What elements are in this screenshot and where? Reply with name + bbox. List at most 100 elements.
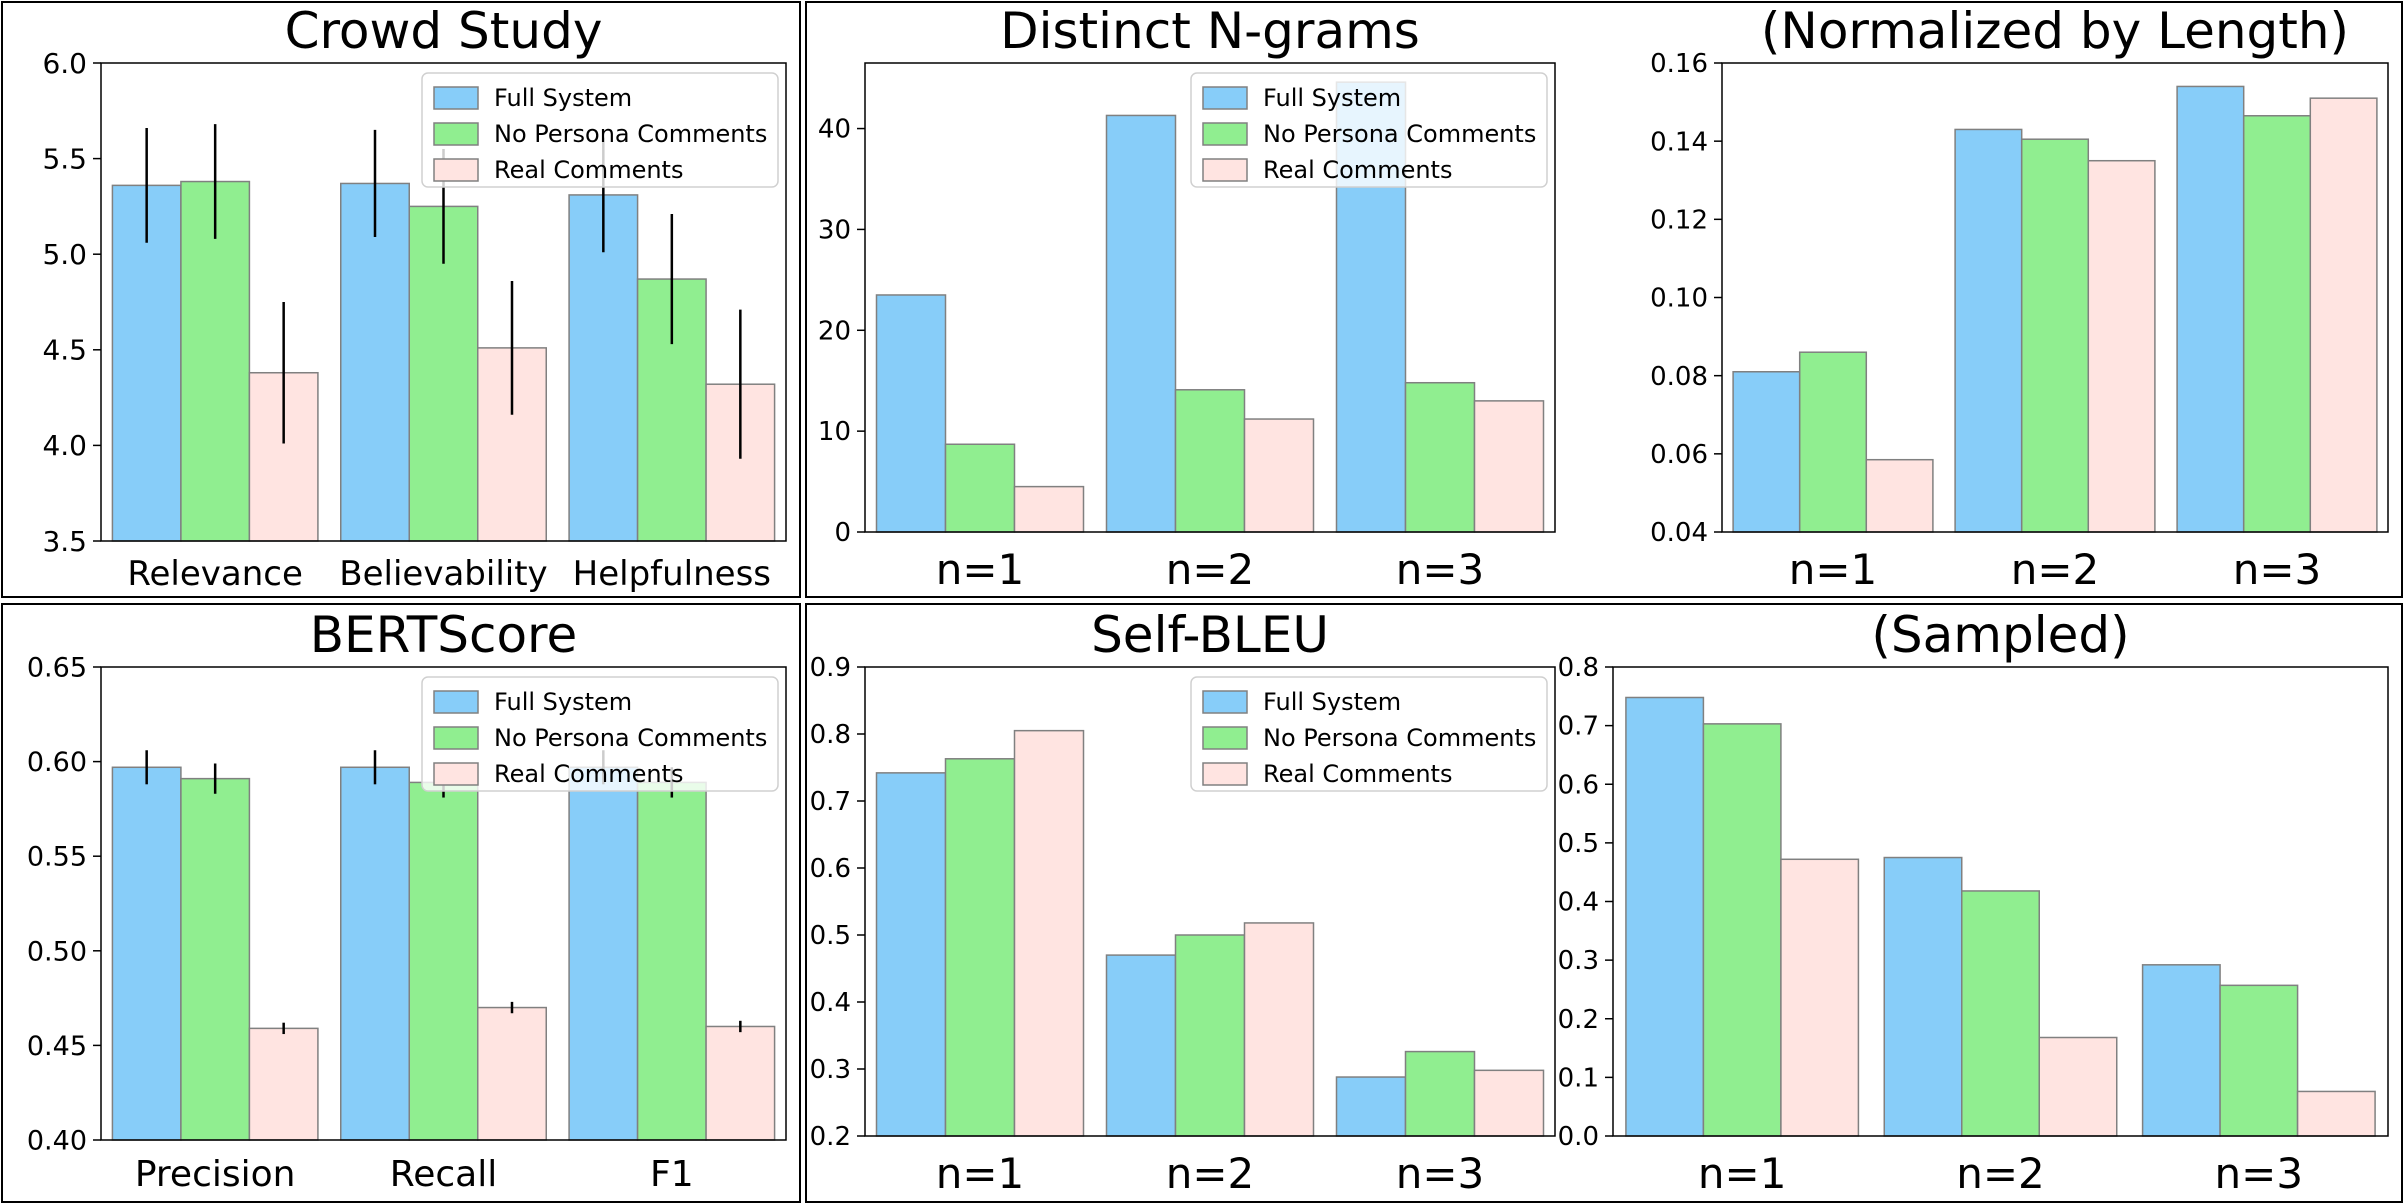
y-tick-label: 0.10 (1650, 284, 1708, 314)
chart-ngrams: n=1 n=2 n=3 0 10 20 30 40 Distinct N-grams Full S… (818, 2, 1556, 594)
y-tick-label: 40 (818, 115, 851, 145)
bar-selfbleu-1-2 (1404, 1050, 1476, 1137)
chart-title: Distinct N-grams (1000, 2, 1420, 60)
legend-swatch (433, 726, 479, 750)
x-tick-label: n=1 (936, 1149, 1025, 1198)
legend-label: Full System (494, 688, 632, 716)
bar-ngrams_norm-0-2 (2176, 85, 2245, 533)
bar-selfbleu_sampled-0-2 (2141, 964, 2221, 1137)
x-tick-label: F1 (650, 1154, 694, 1195)
y-tick-label: 0.0 (1558, 1122, 1599, 1152)
legend-frame (421, 676, 779, 792)
legend-label: No Persona Comments (494, 724, 767, 752)
bar-selfbleu-1-0 (944, 758, 1016, 1137)
legend-swatch (433, 690, 479, 714)
bar-bertscore-0-0 (111, 766, 182, 1141)
bar-selfbleu_sampled-0-1 (1883, 856, 1963, 1137)
legend-swatch (433, 122, 479, 146)
axes-frame (864, 62, 1556, 533)
bar-selfbleu-0-0 (875, 772, 947, 1137)
y-tick-label: 0.7 (1558, 712, 1599, 742)
legend-frame (1190, 676, 1548, 792)
bar-ngrams-0-1 (1105, 114, 1177, 533)
x-tick-label: n=2 (1956, 1149, 2045, 1198)
x-tick-label: n=1 (936, 545, 1025, 594)
legend: Full System No Persona Comments Real Comme… (421, 676, 779, 792)
y-tick-label: 10 (818, 417, 851, 447)
bar-crowd-0-2 (568, 194, 639, 542)
x-tick-label: n=2 (1166, 545, 1255, 594)
legend-label: No Persona Comments (494, 120, 767, 148)
chart-title: Self-BLEU (1091, 606, 1329, 664)
legend-label: Full System (1263, 84, 1401, 112)
y-tick-label: 6.0 (42, 47, 87, 80)
legend-label: No Persona Comments (1263, 120, 1536, 148)
bar-ngrams_norm-2-2 (2309, 97, 2378, 533)
legend-swatch (433, 86, 479, 110)
chart-selfbleu: n=1 n=2 n=3 0.2 0.3 0.4 0.5 0.6 0.7 0.8 0.9 Self-BL… (810, 606, 1556, 1198)
y-tick-label: 0.4 (810, 988, 851, 1018)
y-tick-label: 0.8 (1558, 653, 1599, 683)
y-tick-label: 0.65 (27, 652, 87, 683)
legend-label: Real Comments (494, 156, 683, 184)
y-tick-label: 0.12 (1650, 205, 1708, 235)
bar-selfbleu_sampled-1-0 (1702, 723, 1782, 1137)
y-tick-label: 0.04 (1650, 518, 1708, 548)
bar-ngrams-2-2 (1473, 400, 1545, 533)
x-tick-label: Believability (339, 554, 547, 594)
y-tick-label: 0.1 (1558, 1063, 1599, 1093)
legend-swatch (1202, 762, 1248, 786)
legend-label: Full System (1263, 688, 1401, 716)
chart-title: (Normalized by Length) (1761, 2, 2349, 60)
y-tick-label: 4.5 (42, 334, 87, 367)
y-tick-label: 0.14 (1650, 127, 1708, 157)
y-tick-label: 4.0 (42, 429, 87, 462)
y-tick-label: 0.8 (810, 720, 851, 750)
x-tick-label: n=1 (1789, 545, 1878, 594)
legend-swatch (1202, 726, 1248, 750)
axes-frame (100, 62, 787, 542)
bar-ngrams-1-2 (1404, 381, 1476, 533)
x-tick-label: n=2 (1166, 1149, 1255, 1198)
legend: Full System No Persona Comments Real Comme… (1190, 676, 1548, 792)
y-tick-label: 0.08 (1650, 362, 1708, 392)
y-tick-label: 0.2 (1558, 1005, 1599, 1035)
y-tick-label: 0.2 (810, 1122, 851, 1152)
bar-ngrams_norm-0-0 (1732, 371, 1801, 533)
bar-ngrams_norm-1-2 (2242, 115, 2312, 533)
legend: Full System No Persona Comments Real Comme… (421, 72, 779, 188)
legend-swatch (433, 158, 479, 182)
bar-ngrams-0-0 (875, 294, 947, 533)
y-tick-label: 0.50 (27, 936, 87, 967)
y-tick-label: 0.3 (1558, 946, 1599, 976)
legend-label: No Persona Comments (1263, 724, 1536, 752)
y-tick-label: 0.4 (1558, 888, 1599, 918)
x-tick-label: n=3 (2233, 545, 2322, 594)
x-tick-label: n=3 (1396, 1149, 1485, 1198)
bar-crowd-0-0 (111, 184, 182, 542)
y-tick-label: 0.9 (810, 653, 851, 683)
legend-swatch (1202, 122, 1248, 146)
bar-ngrams-1-1 (1174, 389, 1246, 533)
chart-crowd: Relevance Believability Helpfulness 3.5 4.0 4… (42, 2, 787, 594)
bar-selfbleu-0-2 (1335, 1076, 1407, 1137)
bar-bertscore-2-1 (477, 1006, 547, 1141)
legend-label: Full System (494, 84, 632, 112)
y-tick-label: 0.6 (810, 854, 851, 884)
legend-frame (421, 72, 779, 188)
x-tick-label: n=1 (1698, 1149, 1787, 1198)
bar-selfbleu-1-1 (1174, 934, 1246, 1137)
bar-bertscore-0-2 (568, 766, 639, 1141)
y-tick-label: 0.7 (810, 787, 851, 817)
y-tick-label: 5.5 (42, 142, 87, 175)
y-tick-label: 5.0 (42, 238, 87, 271)
legend-label: Real Comments (494, 760, 683, 788)
bar-bertscore-1-2 (636, 781, 707, 1141)
bar-selfbleu_sampled-2-1 (2038, 1036, 2118, 1137)
legend-label: Real Comments (1263, 760, 1452, 788)
x-tick-label: Helpfulness (573, 554, 771, 594)
y-tick-label: 0.6 (1558, 770, 1599, 800)
bar-bertscore-0-1 (340, 766, 410, 1141)
bar-ngrams_norm-0-1 (1954, 128, 2023, 533)
